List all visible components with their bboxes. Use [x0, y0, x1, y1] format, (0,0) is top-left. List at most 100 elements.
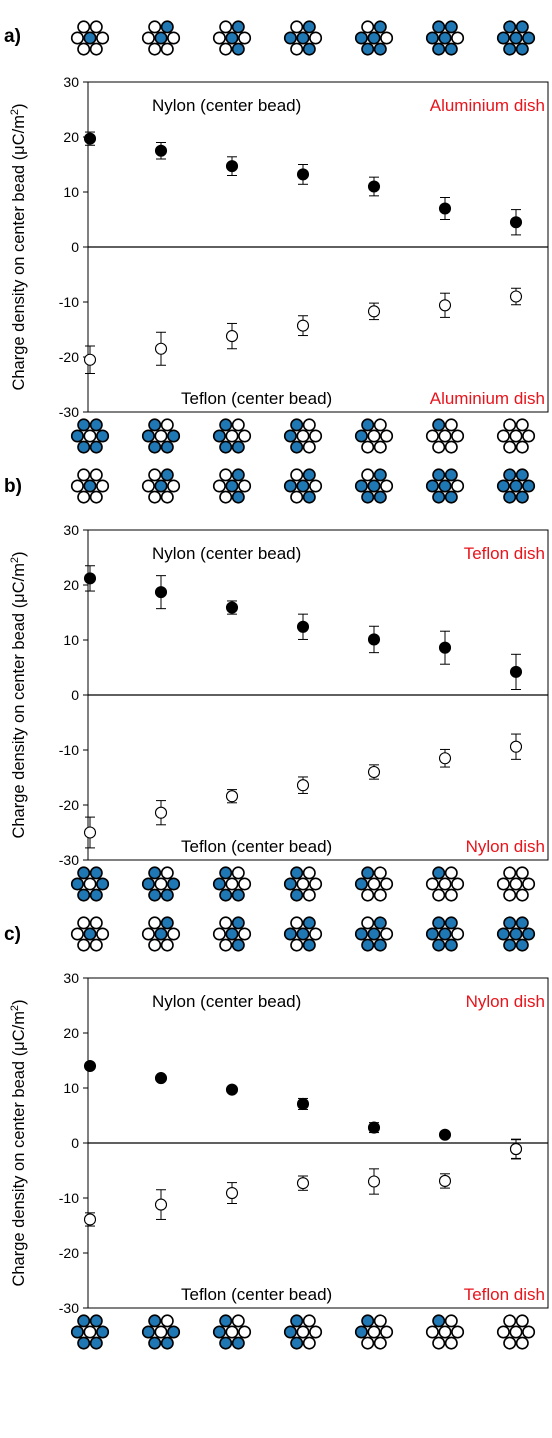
bead — [283, 1325, 297, 1339]
bead — [367, 429, 381, 443]
bead — [231, 42, 245, 56]
bead-pattern-bottom — [212, 1314, 252, 1350]
bead — [380, 877, 394, 891]
bead — [231, 440, 245, 454]
bead — [219, 468, 233, 482]
bead — [141, 927, 155, 941]
bead — [238, 429, 252, 443]
bead — [219, 916, 233, 930]
bead — [231, 916, 245, 930]
bead — [154, 927, 168, 941]
bead — [432, 468, 446, 482]
annotation-nylon-center: Nylon (center bead) — [152, 992, 301, 1011]
bead — [212, 877, 226, 891]
bead — [238, 877, 252, 891]
bead — [283, 31, 297, 45]
y-tick-label: 0 — [71, 687, 79, 703]
y-axis-label-sup: 2 — [9, 1005, 21, 1011]
bead — [361, 440, 375, 454]
bead-pattern-top — [212, 468, 252, 504]
data-point-nylon — [367, 1121, 381, 1134]
bead — [451, 429, 465, 443]
bead — [231, 490, 245, 504]
bead — [425, 877, 439, 891]
bead — [522, 31, 536, 45]
bead — [451, 1325, 465, 1339]
bead — [373, 42, 387, 56]
bead — [160, 468, 174, 482]
bead-pattern-top — [425, 916, 465, 952]
bead — [70, 927, 84, 941]
data-point-teflon — [83, 353, 97, 366]
bead — [160, 938, 174, 952]
bead — [438, 877, 452, 891]
data-point-teflon — [438, 1174, 452, 1187]
y-axis-label-main: Charge density on center bead (μC/m — [10, 115, 28, 390]
bead-pattern-top — [141, 20, 181, 56]
annotation-nylon-center: Nylon (center bead) — [152, 96, 301, 115]
bead — [96, 479, 110, 493]
bead — [141, 1325, 155, 1339]
bead — [148, 866, 162, 880]
bead — [444, 440, 458, 454]
bead — [432, 866, 446, 880]
bead-pattern-bottom — [141, 1314, 181, 1350]
bead — [515, 42, 529, 56]
bead — [509, 429, 523, 443]
bead — [212, 429, 226, 443]
bead-pattern-bottom — [425, 1314, 465, 1350]
bead — [515, 20, 529, 34]
y-tick-label: 20 — [63, 129, 79, 145]
y-axis-label: Charge density on center bead (μC/m2) — [9, 999, 28, 1286]
y-axis-label: Charge density on center bead (μC/m2) — [9, 551, 28, 838]
data-point-teflon — [509, 1143, 523, 1156]
bead — [141, 877, 155, 891]
bead — [515, 468, 529, 482]
bead — [515, 938, 529, 952]
bead — [290, 1336, 304, 1350]
bead-pattern-top — [496, 468, 536, 504]
bead — [496, 31, 510, 45]
bead — [354, 479, 368, 493]
bead — [167, 1325, 181, 1339]
bead — [219, 866, 233, 880]
bead — [219, 1314, 233, 1328]
data-point-teflon — [225, 790, 239, 803]
bead — [212, 31, 226, 45]
bead-pattern-top — [283, 916, 323, 952]
bead-pattern-bottom — [141, 866, 181, 902]
bead — [225, 877, 239, 891]
y-tick-label: 0 — [71, 1135, 79, 1151]
bead — [432, 1314, 446, 1328]
y-tick-label: 10 — [63, 1080, 79, 1096]
bead — [503, 42, 517, 56]
bead — [432, 490, 446, 504]
bead — [212, 1325, 226, 1339]
bead — [290, 468, 304, 482]
y-tick-label: 10 — [63, 184, 79, 200]
bead — [219, 938, 233, 952]
bead — [425, 429, 439, 443]
bead — [444, 1314, 458, 1328]
bead-pattern-bottom — [425, 866, 465, 902]
bead — [148, 916, 162, 930]
y-tick-label: -10 — [59, 1190, 79, 1206]
bead-pattern-top — [283, 20, 323, 56]
bead — [89, 42, 103, 56]
bead — [160, 20, 174, 34]
y-tick-label: 0 — [71, 239, 79, 255]
bead — [380, 927, 394, 941]
bead — [96, 927, 110, 941]
bead — [361, 866, 375, 880]
bead — [361, 1336, 375, 1350]
y-tick-label: -10 — [59, 742, 79, 758]
bead — [373, 938, 387, 952]
bead — [373, 916, 387, 930]
bead — [444, 888, 458, 902]
data-point-nylon — [154, 144, 168, 157]
y-axis-label-end: ) — [10, 999, 28, 1005]
data-point-nylon — [296, 168, 310, 181]
bead — [160, 1336, 174, 1350]
bead — [309, 1325, 323, 1339]
bead — [77, 866, 91, 880]
